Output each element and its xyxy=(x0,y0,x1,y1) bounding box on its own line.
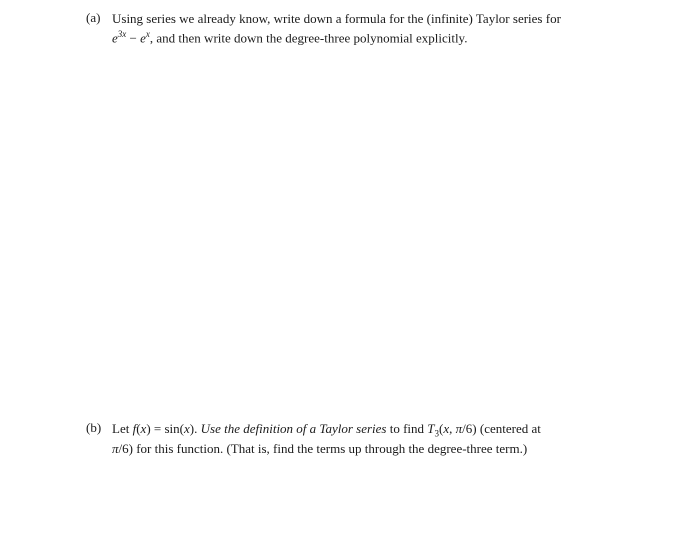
problem-b-text: Let f(x) = sin(x). Use the definition of… xyxy=(112,420,632,458)
slash6a: /6) (centered at xyxy=(462,421,541,436)
problem-a-line1-post: , and then write down the degree-three p… xyxy=(150,30,468,45)
slash6b: /6) for this function. (That is, find th… xyxy=(119,441,528,456)
t: T xyxy=(427,421,434,436)
minus: − xyxy=(126,30,140,45)
close-eq: ) = sin( xyxy=(146,421,184,436)
problem-a-line1-pre: Using series we already know, write down… xyxy=(112,11,561,26)
to-find: to find xyxy=(386,421,427,436)
problem-a-text: Using series we already know, write down… xyxy=(112,10,632,47)
expr-e1-exp: 3x xyxy=(118,29,127,39)
let: Let xyxy=(112,421,133,436)
use-def: Use the definition of a Taylor series xyxy=(201,421,387,436)
close2: ). xyxy=(190,421,201,436)
problem-b-label: (b) xyxy=(86,420,101,436)
problem-a: (a) Using series we already know, write … xyxy=(112,10,632,47)
problem-b: (b) Let f(x) = sin(x). Use the definitio… xyxy=(112,420,632,458)
problem-a-label: (a) xyxy=(86,10,100,26)
expr-e1-exp-text: 3x xyxy=(118,29,127,39)
page: (a) Using series we already know, write … xyxy=(0,0,700,20)
